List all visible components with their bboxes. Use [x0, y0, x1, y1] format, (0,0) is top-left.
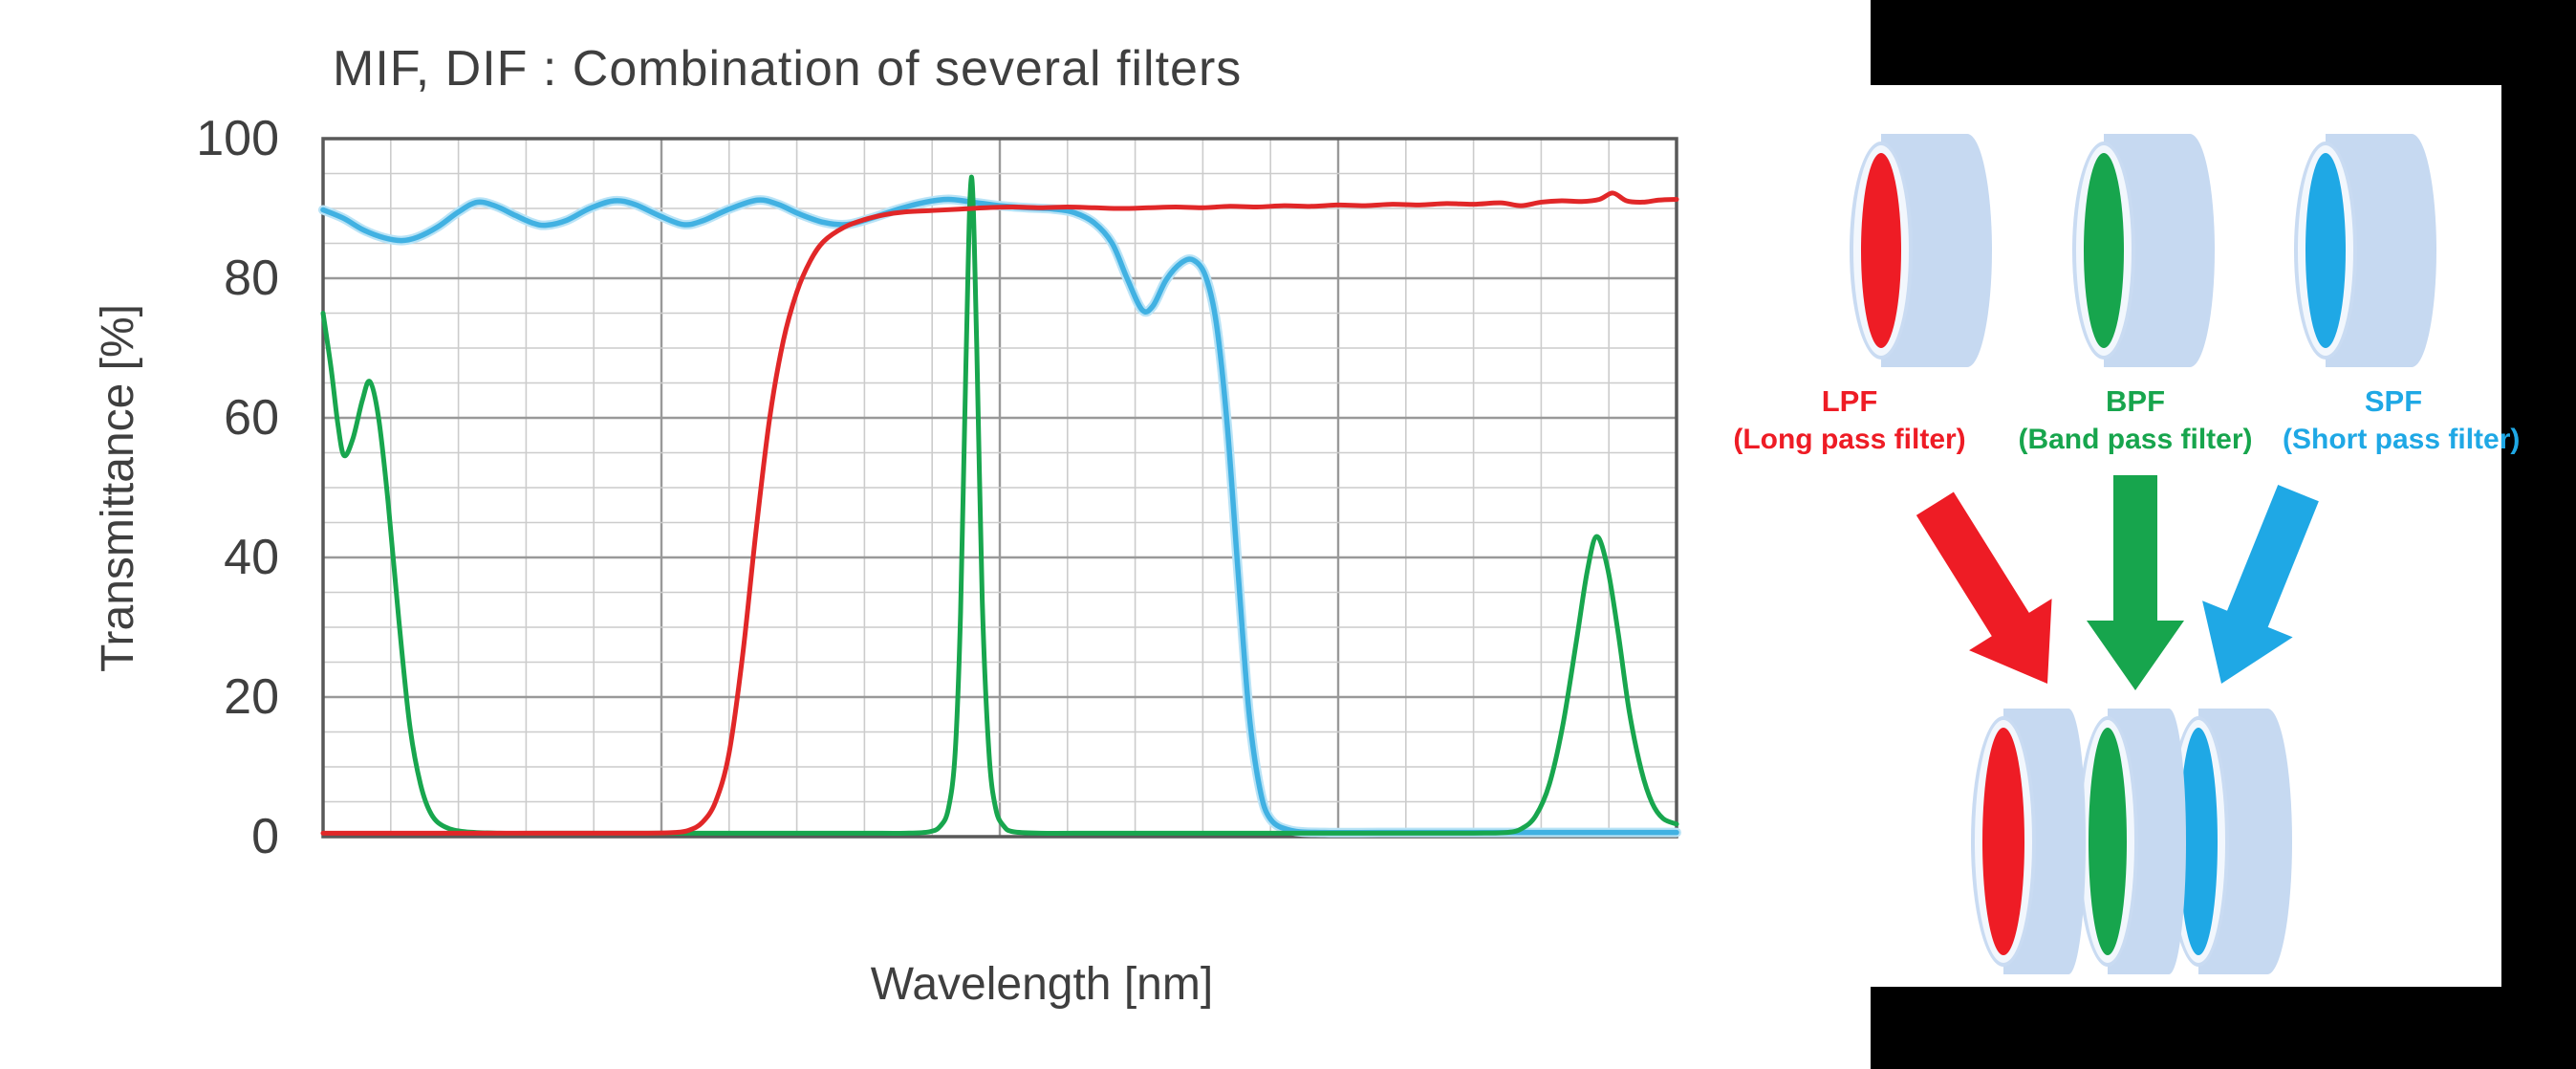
panel-right-black-bar [2501, 0, 2576, 1069]
y-tick-label: 20 [224, 669, 279, 725]
lpf-curve [320, 190, 1679, 836]
spf-full-name: (Short pass filter) [2283, 424, 2521, 455]
lpf-cylinder-red-face [1853, 145, 1909, 356]
combination-arrows [1916, 475, 2319, 690]
lpf-label: LPF (Long pass filter) [1711, 382, 1988, 459]
red-arrow-icon [1916, 491, 2052, 684]
green-arrow-icon [2087, 475, 2184, 690]
bpf-abbr: BPF [2106, 384, 2165, 418]
bpf-full-name: (Band pass filter) [2018, 424, 2253, 455]
y-axis-ticks: 100 80 60 40 20 0 [115, 96, 279, 880]
chart-title: MIF, DIF : Combination of several filter… [333, 41, 1243, 97]
y-tick-label: 60 [224, 390, 279, 446]
transmittance-chart [318, 137, 1681, 839]
lpf-abbr: LPF [1821, 384, 1878, 418]
spf-label: SPF (Short pass filter) [2283, 382, 2521, 459]
y-tick-label: 80 [224, 251, 279, 306]
y-tick-label: 0 [251, 809, 279, 864]
lpf-full-name: (Long pass filter) [1733, 424, 1966, 455]
spf-abbr: SPF [2364, 384, 2423, 418]
bpf-cylinder-green-face [2076, 145, 2132, 356]
y-tick-label: 40 [224, 530, 279, 585]
cyan-arrow-icon [2202, 485, 2319, 684]
bpf-label: BPF (Band pass filter) [1994, 382, 2277, 459]
combined-lpf-red-face [1975, 720, 2032, 963]
spf-curve [320, 196, 1679, 836]
plot-area [318, 137, 1681, 839]
spf-cylinder-cyan-face [2298, 145, 2353, 356]
combined-bpf-green-edge [2081, 720, 2134, 963]
x-axis-title: Wavelength [nm] [870, 959, 1214, 1010]
panel-top-black-bar [1871, 0, 2501, 85]
bpf-curve [320, 174, 1679, 836]
panel-bottom-black-bar [1871, 987, 2576, 1069]
y-tick-label: 100 [196, 111, 279, 166]
